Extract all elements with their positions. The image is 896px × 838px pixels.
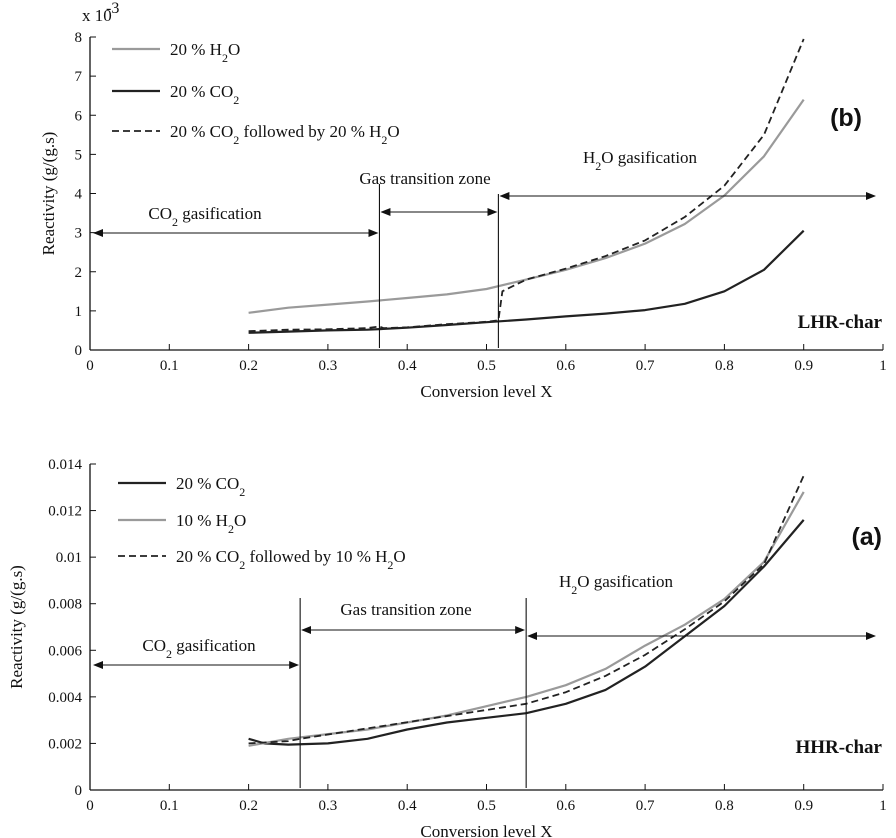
- x-axis-title: Conversion level X: [420, 382, 552, 401]
- char-label: LHR-char: [798, 312, 883, 333]
- x-tick-label: 0.5: [477, 358, 496, 374]
- x-tick-label: 0.6: [556, 358, 575, 374]
- chart-panel-a: 0 0.1 0.2 0.3 0.4 0.5 0.6 0.7 0.8 0.9 1 0 0.002 0.004…: [7, 457, 887, 838]
- y-tick-label: 5: [75, 147, 83, 163]
- legend-label-1: 20 % CO2: [176, 474, 245, 499]
- x-tick-label: 0.1: [160, 358, 179, 374]
- y-multiplier: x 10: [82, 6, 112, 25]
- x-tick-label: 0.6: [556, 798, 575, 814]
- x-tick-label: 0.2: [239, 358, 258, 374]
- y-tick-label: 0.014: [48, 457, 82, 473]
- x-tick-label: 0.7: [636, 358, 655, 374]
- y-tick-label: 3: [75, 226, 83, 242]
- y-tick-label: 0.012: [48, 504, 82, 520]
- transition-zone-label: Gas transition zone: [340, 600, 471, 619]
- legend-label-2: 20 % CO2: [170, 82, 239, 107]
- x-tick-label: 0.8: [715, 358, 734, 374]
- y-tick-label: 0.01: [56, 550, 82, 566]
- h2o-zone-label: H2O gasification: [559, 572, 674, 597]
- co2-zone-label: CO2 gasification: [142, 636, 256, 661]
- panel-label: (b): [830, 104, 862, 132]
- x-tick-label: 0.1: [160, 798, 179, 814]
- x-tick-label: 1: [879, 358, 887, 374]
- y-axis-title: Reactivity (g/(g.s): [7, 565, 26, 689]
- x-tick-label: 0.4: [398, 358, 417, 374]
- x-tick-label: 0.3: [319, 358, 338, 374]
- x-tick-label: 0.2: [239, 798, 258, 814]
- y-tick-label: 2: [75, 265, 83, 281]
- x-tick-label: 0: [86, 358, 94, 374]
- y-tick-label: 0.002: [48, 736, 82, 752]
- chart-panel-b: 0 0.1 0.2 0.3 0.4 0.5 0.6 0.7 0.8 0.9 1 0 1 2 3 4 5 6 7 8 Co…: [39, 0, 887, 401]
- y-tick-label: 1: [75, 304, 83, 320]
- transition-zone-label: Gas transition zone: [359, 169, 490, 188]
- legend-label-1: 20 % H2O: [170, 40, 240, 65]
- y-tick-label: 8: [75, 30, 83, 46]
- series-line-3: [248, 38, 805, 333]
- y-tick-label: 7: [75, 69, 83, 85]
- y-tick-label: 0: [75, 343, 83, 359]
- x-tick-label: 0.3: [319, 798, 338, 814]
- h2o-zone-label: H2O gasification: [583, 148, 698, 173]
- x-tick-label: 0.4: [398, 798, 417, 814]
- x-tick-label: 0.8: [715, 798, 734, 814]
- y-tick-label: 6: [75, 108, 83, 124]
- y-axis-title: Reactivity (g/(g.s): [39, 132, 58, 256]
- x-axis-title: Conversion level X: [420, 822, 552, 838]
- y-tick-label: 0.006: [48, 643, 82, 659]
- legend-label-3: 20 % CO2 followed by 20 % H2O: [170, 122, 400, 147]
- x-tick-label: 0.5: [477, 798, 496, 814]
- x-tick-label: 0: [86, 798, 94, 814]
- y-tick-label: 0: [75, 783, 83, 799]
- y-multiplier-exponent: -3: [106, 0, 119, 17]
- co2-zone-label: CO2 gasification: [148, 204, 262, 229]
- x-tick-label: 0.9: [794, 798, 813, 814]
- series-line-1: [248, 519, 805, 746]
- panel-label: (a): [851, 523, 882, 551]
- char-label: HHR-char: [795, 737, 882, 758]
- y-tick-label: 0.008: [48, 597, 82, 613]
- series-line-2: [248, 229, 805, 334]
- y-tick-label: 0.004: [48, 690, 82, 706]
- legend-label-3: 20 % CO2 followed by 10 % H2O: [176, 547, 406, 572]
- series-line-1: [248, 98, 805, 314]
- x-tick-label: 0.7: [636, 798, 655, 814]
- x-tick-label: 0.9: [794, 358, 813, 374]
- series-line-3: [248, 475, 805, 745]
- y-tick-label: 4: [75, 187, 83, 203]
- legend-label-2: 10 % H2O: [176, 511, 246, 536]
- x-tick-label: 1: [879, 798, 887, 814]
